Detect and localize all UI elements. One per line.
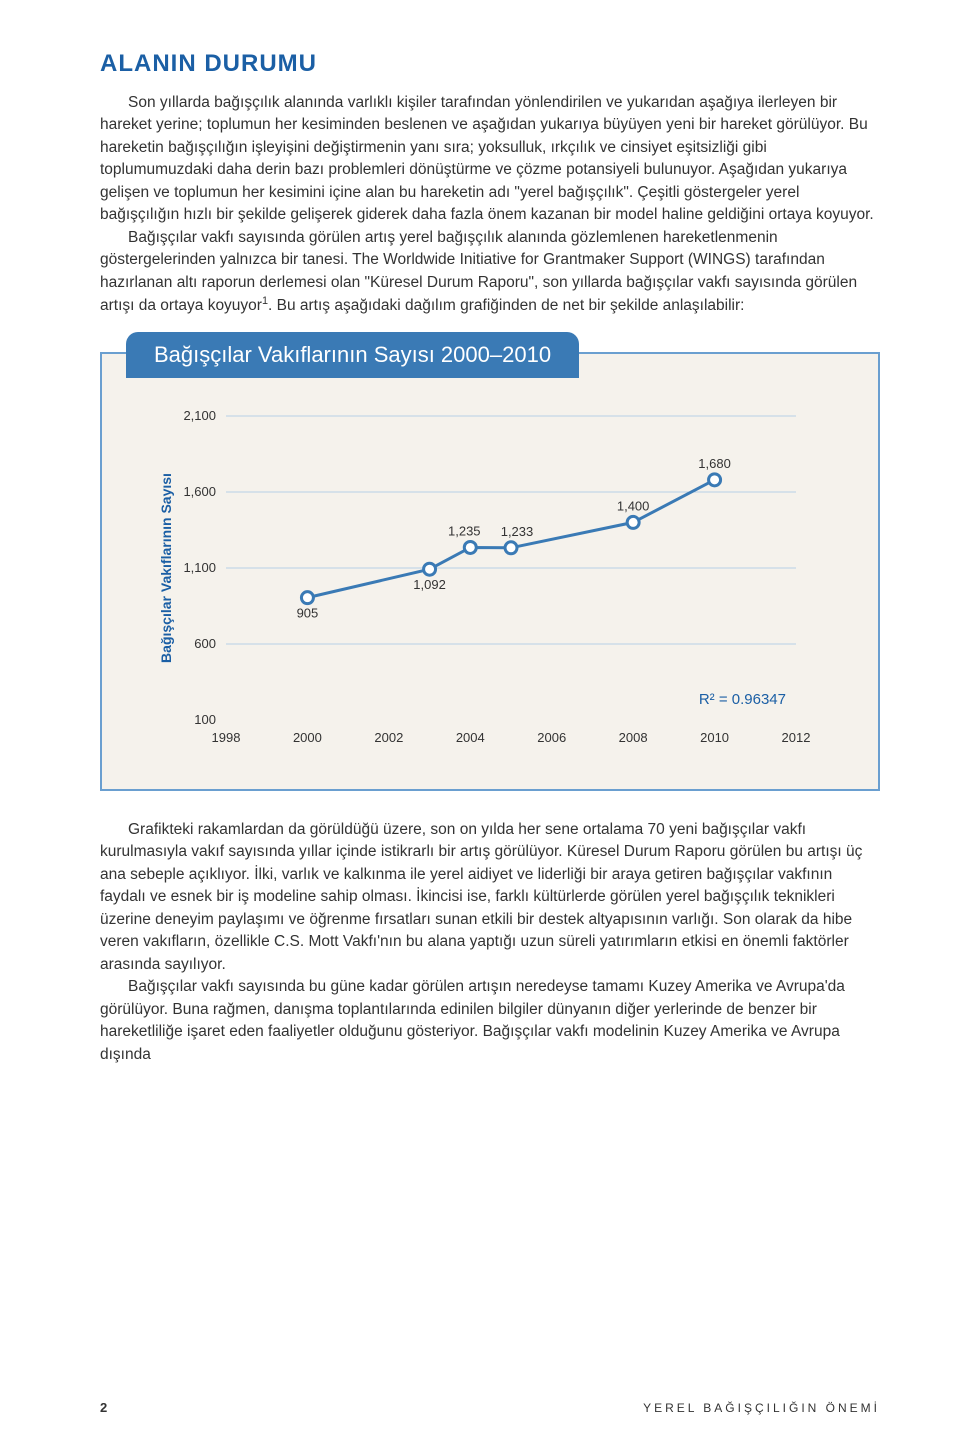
running-title: YEREL BAĞIŞÇILIĞIN ÖNEMİ	[643, 1401, 880, 1415]
svg-text:2010: 2010	[700, 730, 729, 745]
chart-title-tab: Bağışçılar Vakıflarının Sayısı 2000–2010	[126, 332, 579, 378]
svg-text:1,235: 1,235	[448, 523, 481, 538]
svg-text:2006: 2006	[537, 730, 566, 745]
svg-text:2000: 2000	[293, 730, 322, 745]
svg-text:1,233: 1,233	[501, 524, 534, 539]
paragraph-2b: . Bu artış aşağıdaki dağılım grafiğinden…	[268, 297, 744, 314]
paragraph-3b: Bağışçılar vakfı sayısında bu güne kadar…	[100, 976, 880, 1066]
body-text-block-1: Son yıllarda bağışçılık alanında varlıkl…	[100, 92, 880, 318]
page-number: 2	[100, 1400, 107, 1415]
paragraph-3a: Grafikteki rakamlardan da görüldüğü üzer…	[100, 819, 880, 976]
svg-text:R² = 0.96347: R² = 0.96347	[699, 691, 786, 708]
svg-text:1,600: 1,600	[183, 484, 216, 499]
svg-text:1,680: 1,680	[698, 456, 731, 471]
chart-container: Bağışçılar Vakıflarının Sayısı 2000–2010…	[100, 352, 880, 791]
line-chart-svg: 100 600 1,100 1,600 2,100 1998 2000 2002 2004 200…	[136, 400, 816, 760]
section-title: ALANIN DURUMU	[100, 50, 880, 78]
chart-plot: 100 600 1,100 1,600 2,100 1998 2000 2002 2004 200…	[136, 400, 844, 765]
svg-text:2012: 2012	[782, 730, 811, 745]
svg-text:2004: 2004	[456, 730, 485, 745]
body-text-block-2: Grafikteki rakamlardan da görüldüğü üzer…	[100, 819, 880, 1066]
page-footer: 2 YEREL BAĞIŞÇILIĞIN ÖNEMİ	[100, 1400, 880, 1415]
svg-text:905: 905	[297, 605, 319, 620]
svg-text:Bağışçılar Vakıflarının Sayısı: Bağışçılar Vakıflarının Sayısı	[158, 473, 174, 663]
svg-text:2,100: 2,100	[183, 408, 216, 423]
svg-text:600: 600	[194, 636, 216, 651]
paragraph-1: Son yıllarda bağışçılık alanında varlıkl…	[100, 92, 880, 227]
svg-text:1998: 1998	[212, 730, 241, 745]
svg-text:2002: 2002	[374, 730, 403, 745]
svg-text:2008: 2008	[619, 730, 648, 745]
paragraph-2: Bağışçılar vakfı sayısında görülen artış…	[100, 227, 880, 318]
svg-text:1,092: 1,092	[413, 577, 446, 592]
svg-text:1,100: 1,100	[183, 560, 216, 575]
svg-text:1,400: 1,400	[617, 498, 650, 513]
svg-text:100: 100	[194, 712, 216, 727]
